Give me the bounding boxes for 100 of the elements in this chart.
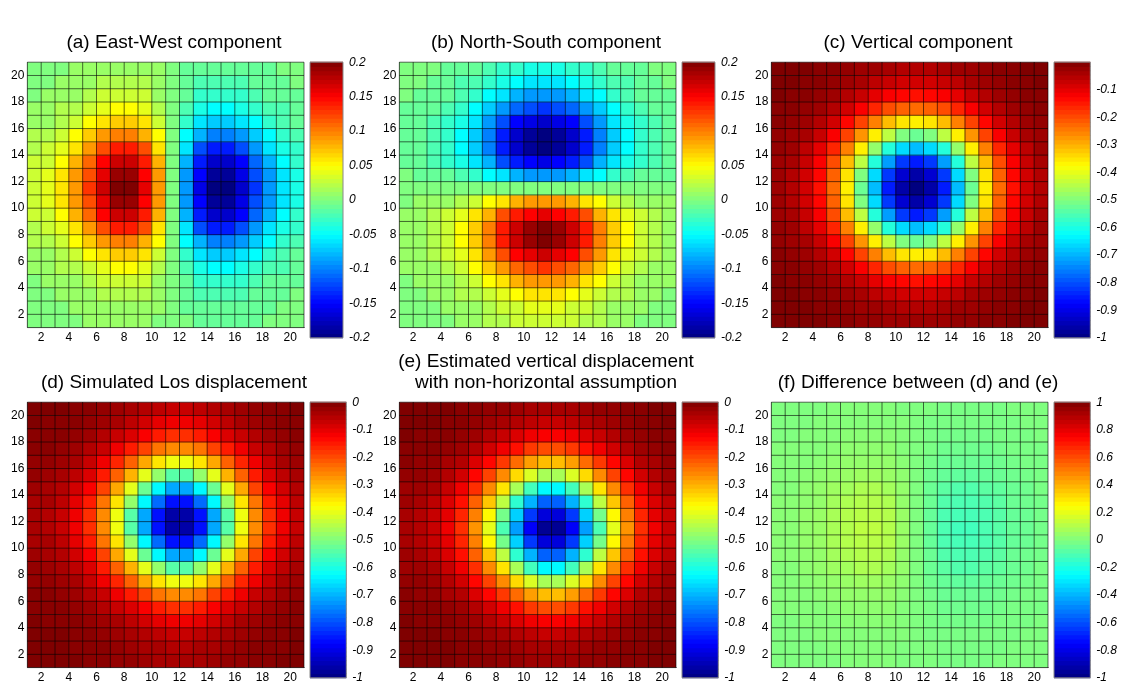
color-bar-label: 0.2 <box>349 54 367 69</box>
color-bar-label: -0.05 <box>349 226 377 241</box>
x-tick-label: 8 <box>864 670 872 685</box>
y-tick-label: 12 <box>382 513 397 528</box>
y-tick-label: 8 <box>761 227 769 242</box>
x-tick-label: 16 <box>228 670 242 685</box>
x-tick-label: 20 <box>1027 330 1042 345</box>
color-bar-label: -1 <box>1096 670 1107 685</box>
y-tick-label: 18 <box>10 434 25 449</box>
x-tick-label: 10 <box>145 330 159 345</box>
y-tick-label: 12 <box>382 173 397 188</box>
color-bar-label: -0.15 <box>721 295 749 310</box>
x-tick-label: 18 <box>627 330 642 345</box>
y-tick-label: 14 <box>382 487 397 502</box>
y-tick-label: 8 <box>389 227 397 242</box>
color-bar-label: 0.15 <box>721 88 745 103</box>
color-bar-label: -0.4 <box>1096 587 1118 602</box>
color-bar-label: 0.1 <box>721 123 738 138</box>
chart-title: (d) Simulated Los displacement <box>39 370 309 392</box>
y-tick-label: 18 <box>10 94 25 109</box>
x-tick-label: 6 <box>837 670 845 685</box>
x-tick-label: 2 <box>409 330 417 345</box>
y-tick-label: 14 <box>754 487 769 502</box>
y-tick-label: 4 <box>389 280 397 295</box>
y-tick-label: 4 <box>761 620 769 635</box>
color-bar-label: -0.8 <box>1096 642 1118 657</box>
y-tick-label: 12 <box>10 513 25 528</box>
color-bar-label: -0.1 <box>721 261 742 276</box>
y-tick-label: 2 <box>761 306 769 321</box>
y-tick-label: 18 <box>382 434 397 449</box>
chart-title: (c) Vertical component <box>822 30 1014 52</box>
color-bar-label: -0.9 <box>724 642 746 657</box>
x-tick-label: 8 <box>120 330 128 345</box>
y-tick-label: 18 <box>382 94 397 109</box>
x-tick-label: 6 <box>93 330 101 345</box>
color-bar-label: 0.15 <box>349 88 373 103</box>
color-bar-label: -0.4 <box>352 504 374 519</box>
y-tick-label: 14 <box>10 487 25 502</box>
y-tick-label: 2 <box>389 306 397 321</box>
y-tick-label: 10 <box>382 200 397 215</box>
color-bar-label: -0.9 <box>1096 302 1118 317</box>
color-bar-label: -0.05 <box>721 226 749 241</box>
color-bar-label: -0.5 <box>1096 192 1118 207</box>
x-tick-label: 20 <box>655 330 670 345</box>
x-tick-label: 2 <box>37 670 45 685</box>
y-tick-label: 20 <box>382 67 397 82</box>
x-tick-label: 8 <box>864 330 872 345</box>
x-tick-label: 14 <box>572 330 587 345</box>
y-tick-label: 20 <box>754 67 769 82</box>
x-tick-label: 18 <box>999 330 1014 345</box>
x-tick-label: 4 <box>809 330 817 345</box>
y-tick-label: 20 <box>754 407 769 422</box>
x-tick-label: 10 <box>517 670 531 685</box>
color-bar-label: 0.4 <box>1096 477 1114 492</box>
x-tick-label: 2 <box>781 670 789 685</box>
x-tick-label: 14 <box>572 670 587 685</box>
x-tick-label: 6 <box>465 330 473 345</box>
x-tick-label: 4 <box>809 670 817 685</box>
color-bar-label: 0.8 <box>1096 422 1114 437</box>
color-bar-label: -1 <box>1096 330 1107 345</box>
color-bar-label: 0 <box>349 192 356 207</box>
y-tick-label: 4 <box>389 620 397 635</box>
y-tick-label: 8 <box>389 567 397 582</box>
x-tick-label: 6 <box>465 670 473 685</box>
x-tick-label: 4 <box>437 330 445 345</box>
y-tick-label: 14 <box>382 147 397 162</box>
x-tick-label: 6 <box>837 330 845 345</box>
color-bar-label: -0.4 <box>1096 164 1118 179</box>
color-bar-label: -0.1 <box>352 422 374 437</box>
color-bar-label: 0.05 <box>349 157 373 172</box>
chart-title: (b) North-South component <box>429 30 663 52</box>
x-tick-label: 10 <box>145 670 159 685</box>
x-tick-label: 10 <box>889 330 903 345</box>
color-bar-label: -0.6 <box>352 559 374 574</box>
x-tick-label: 14 <box>200 330 215 345</box>
y-tick-label: 8 <box>761 567 769 582</box>
color-bar-label: -0.4 <box>724 504 746 519</box>
y-tick-label: 18 <box>754 94 769 109</box>
x-tick-label: 4 <box>437 670 445 685</box>
x-tick-label: 4 <box>65 330 73 345</box>
x-tick-label: 20 <box>283 670 298 685</box>
color-bar-label: 0.2 <box>1096 504 1114 519</box>
x-tick-label: 18 <box>627 670 642 685</box>
color-bar-label: -0.1 <box>349 261 370 276</box>
color-bar-label: -0.5 <box>352 532 374 547</box>
x-tick-label: 20 <box>1027 670 1042 685</box>
x-tick-label: 2 <box>409 670 417 685</box>
y-tick-label: 16 <box>10 460 25 475</box>
color-bar-label: -0.7 <box>1096 247 1119 262</box>
color-bar-label: -0.7 <box>352 587 375 602</box>
y-tick-label: 10 <box>754 540 769 555</box>
color-bar-label: -0.7 <box>724 587 747 602</box>
color-bar-label: -0.1 <box>1096 82 1118 97</box>
y-tick-label: 6 <box>389 253 397 268</box>
y-tick-label: 6 <box>17 593 25 608</box>
color-bar-label: 0 <box>721 192 728 207</box>
x-tick-label: 12 <box>916 330 931 345</box>
color-bar-label: -0.1 <box>724 422 746 437</box>
x-tick-label: 8 <box>120 670 128 685</box>
color-bar-label: -0.2 <box>349 330 370 345</box>
